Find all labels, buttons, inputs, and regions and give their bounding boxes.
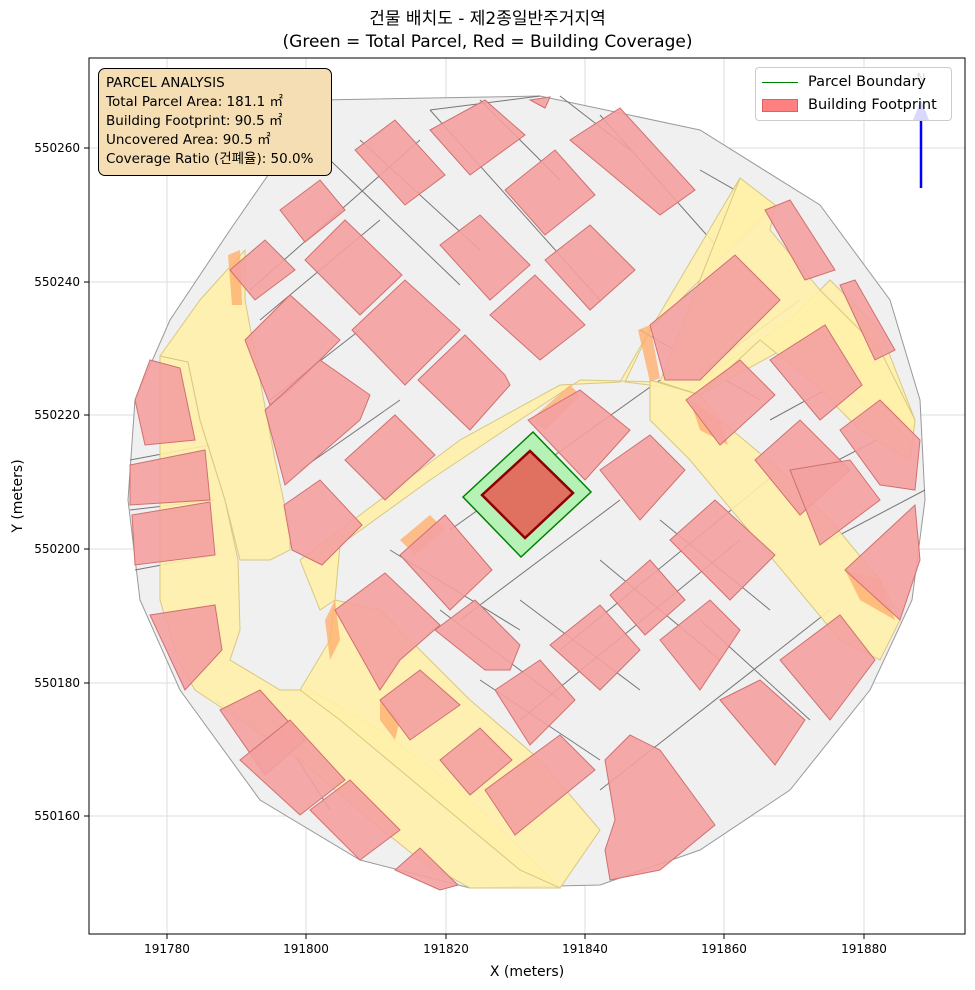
y-tick-label: 550260 bbox=[34, 141, 80, 155]
building bbox=[599, 434, 686, 521]
parcel-line-swatch bbox=[762, 81, 798, 83]
building bbox=[229, 239, 296, 301]
building bbox=[839, 279, 896, 361]
legend-item-building: Building Footprint bbox=[762, 95, 937, 115]
x-tick-label: 191840 bbox=[562, 942, 608, 956]
building bbox=[304, 219, 403, 316]
legend-label-parcel: Parcel Boundary bbox=[808, 74, 926, 90]
y-tick-label: 550160 bbox=[34, 809, 80, 823]
building bbox=[344, 414, 436, 501]
building bbox=[129, 449, 211, 506]
building bbox=[283, 479, 363, 566]
building bbox=[504, 149, 596, 236]
building bbox=[494, 659, 576, 746]
plot-frame bbox=[88, 57, 966, 935]
info-total-area: Total Parcel Area: 181.1 ㎡ bbox=[106, 94, 283, 110]
building bbox=[604, 734, 716, 881]
target-building-footprint bbox=[480, 449, 575, 540]
info-coverage: Coverage Ratio (건폐율): 50.0% bbox=[106, 151, 314, 167]
building bbox=[669, 499, 776, 601]
info-footprint: Building Footprint: 90.5 ㎡ bbox=[106, 113, 283, 129]
building bbox=[527, 389, 631, 481]
building bbox=[417, 334, 511, 431]
building bbox=[379, 669, 461, 741]
building bbox=[649, 254, 781, 381]
y-axis-ticks: 550260 550240 550220 550200 550180 550160 bbox=[34, 141, 89, 823]
building bbox=[764, 199, 836, 281]
building bbox=[844, 503, 921, 621]
y-tick-label: 550200 bbox=[34, 542, 80, 556]
building bbox=[779, 614, 876, 721]
y-tick-label: 550220 bbox=[34, 408, 80, 422]
building bbox=[434, 599, 521, 671]
legend-label-building: Building Footprint bbox=[808, 97, 937, 113]
building bbox=[429, 99, 526, 176]
building bbox=[685, 359, 776, 446]
x-tick-label: 191800 bbox=[283, 942, 329, 956]
x-tick-label: 191880 bbox=[841, 942, 887, 956]
building bbox=[239, 719, 346, 816]
chart-title-line-2: (Green = Total Parcel, Red = Building Co… bbox=[282, 32, 693, 52]
building bbox=[309, 779, 401, 861]
building bbox=[569, 107, 696, 216]
building bbox=[719, 679, 806, 766]
building bbox=[264, 359, 371, 486]
info-heading: PARCEL ANALYSIS bbox=[106, 75, 225, 91]
building bbox=[399, 514, 493, 611]
building bbox=[134, 359, 196, 446]
legend-item-parcel: Parcel Boundary bbox=[762, 72, 926, 92]
x-tick-label: 191860 bbox=[701, 942, 747, 956]
x-axis-ticks: 191780 191800 191820 191840 191860 191880 bbox=[144, 934, 887, 956]
building bbox=[334, 572, 441, 691]
x-tick-label: 191820 bbox=[423, 942, 469, 956]
map-area: N bbox=[89, 58, 965, 934]
building bbox=[609, 559, 686, 636]
building bbox=[439, 214, 531, 301]
building bbox=[279, 179, 346, 243]
building-patch-swatch bbox=[762, 98, 798, 112]
building bbox=[789, 459, 881, 546]
y-tick-label: 550240 bbox=[34, 275, 80, 289]
y-tick-label: 550180 bbox=[34, 676, 80, 690]
building bbox=[659, 599, 741, 691]
building bbox=[489, 274, 586, 361]
info-uncovered: Uncovered Area: 90.5 ㎡ bbox=[106, 132, 271, 148]
legend: Parcel Boundary Building Footprint bbox=[755, 67, 952, 121]
building bbox=[544, 224, 636, 311]
parcel-analysis-box: PARCEL ANALYSIS Total Parcel Area: 181.1… bbox=[98, 68, 332, 176]
building bbox=[769, 324, 863, 421]
buildings bbox=[129, 96, 921, 891]
building bbox=[439, 727, 513, 796]
building bbox=[354, 119, 446, 206]
building bbox=[149, 604, 223, 691]
building bbox=[394, 847, 459, 891]
chart-title-line-1: 건물 배치도 - 제2종일반주거지역 bbox=[369, 9, 606, 29]
building bbox=[549, 604, 641, 691]
building bbox=[484, 734, 596, 836]
y-axis-label: Y (meters) bbox=[10, 459, 26, 533]
building bbox=[351, 279, 461, 386]
x-tick-label: 191780 bbox=[144, 942, 190, 956]
x-axis-label: X (meters) bbox=[490, 964, 564, 980]
building bbox=[131, 501, 216, 566]
building bbox=[839, 399, 921, 491]
building bbox=[528, 96, 551, 109]
